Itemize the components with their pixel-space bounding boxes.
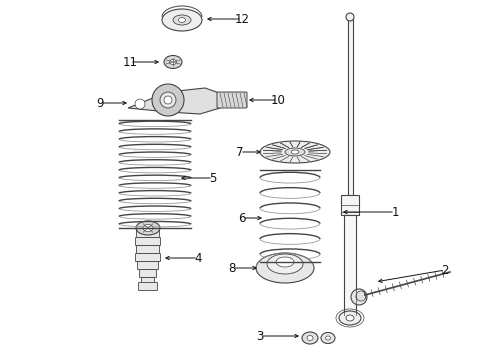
Text: 7: 7: [236, 145, 243, 158]
FancyBboxPatch shape: [135, 238, 160, 246]
Polygon shape: [128, 88, 224, 114]
Text: 12: 12: [234, 13, 249, 26]
Text: 2: 2: [440, 264, 448, 276]
Ellipse shape: [285, 148, 305, 156]
Circle shape: [160, 92, 176, 108]
Text: 8: 8: [228, 261, 235, 274]
Ellipse shape: [338, 311, 360, 325]
Ellipse shape: [163, 55, 182, 68]
Ellipse shape: [266, 254, 303, 274]
Ellipse shape: [162, 9, 202, 31]
FancyBboxPatch shape: [340, 195, 358, 215]
Circle shape: [135, 99, 145, 109]
FancyBboxPatch shape: [217, 92, 246, 108]
FancyBboxPatch shape: [139, 270, 156, 278]
FancyBboxPatch shape: [343, 215, 355, 315]
Ellipse shape: [178, 18, 185, 23]
Circle shape: [355, 294, 361, 300]
FancyBboxPatch shape: [136, 246, 159, 253]
Ellipse shape: [173, 15, 191, 25]
Text: 3: 3: [256, 329, 263, 342]
Circle shape: [355, 291, 365, 301]
Text: 11: 11: [122, 55, 137, 68]
Circle shape: [163, 96, 172, 104]
FancyBboxPatch shape: [137, 261, 158, 270]
FancyBboxPatch shape: [347, 18, 352, 198]
Text: 6: 6: [238, 212, 245, 225]
Ellipse shape: [260, 141, 329, 163]
Ellipse shape: [346, 315, 353, 321]
Ellipse shape: [275, 257, 293, 267]
Ellipse shape: [320, 333, 334, 343]
Circle shape: [350, 289, 366, 305]
FancyBboxPatch shape: [135, 253, 160, 261]
FancyBboxPatch shape: [138, 283, 157, 291]
Text: 4: 4: [194, 252, 202, 265]
Circle shape: [152, 84, 183, 116]
FancyBboxPatch shape: [141, 278, 154, 285]
Ellipse shape: [142, 225, 153, 231]
Ellipse shape: [256, 253, 313, 283]
Ellipse shape: [325, 336, 330, 340]
Text: 10: 10: [270, 94, 285, 107]
Ellipse shape: [136, 221, 160, 235]
Text: 5: 5: [209, 171, 216, 185]
Ellipse shape: [290, 150, 298, 154]
Ellipse shape: [302, 332, 317, 344]
Ellipse shape: [306, 336, 312, 341]
Text: 9: 9: [96, 96, 103, 109]
Text: 1: 1: [390, 206, 398, 219]
FancyBboxPatch shape: [136, 230, 159, 238]
Ellipse shape: [169, 59, 176, 64]
Circle shape: [346, 13, 353, 21]
